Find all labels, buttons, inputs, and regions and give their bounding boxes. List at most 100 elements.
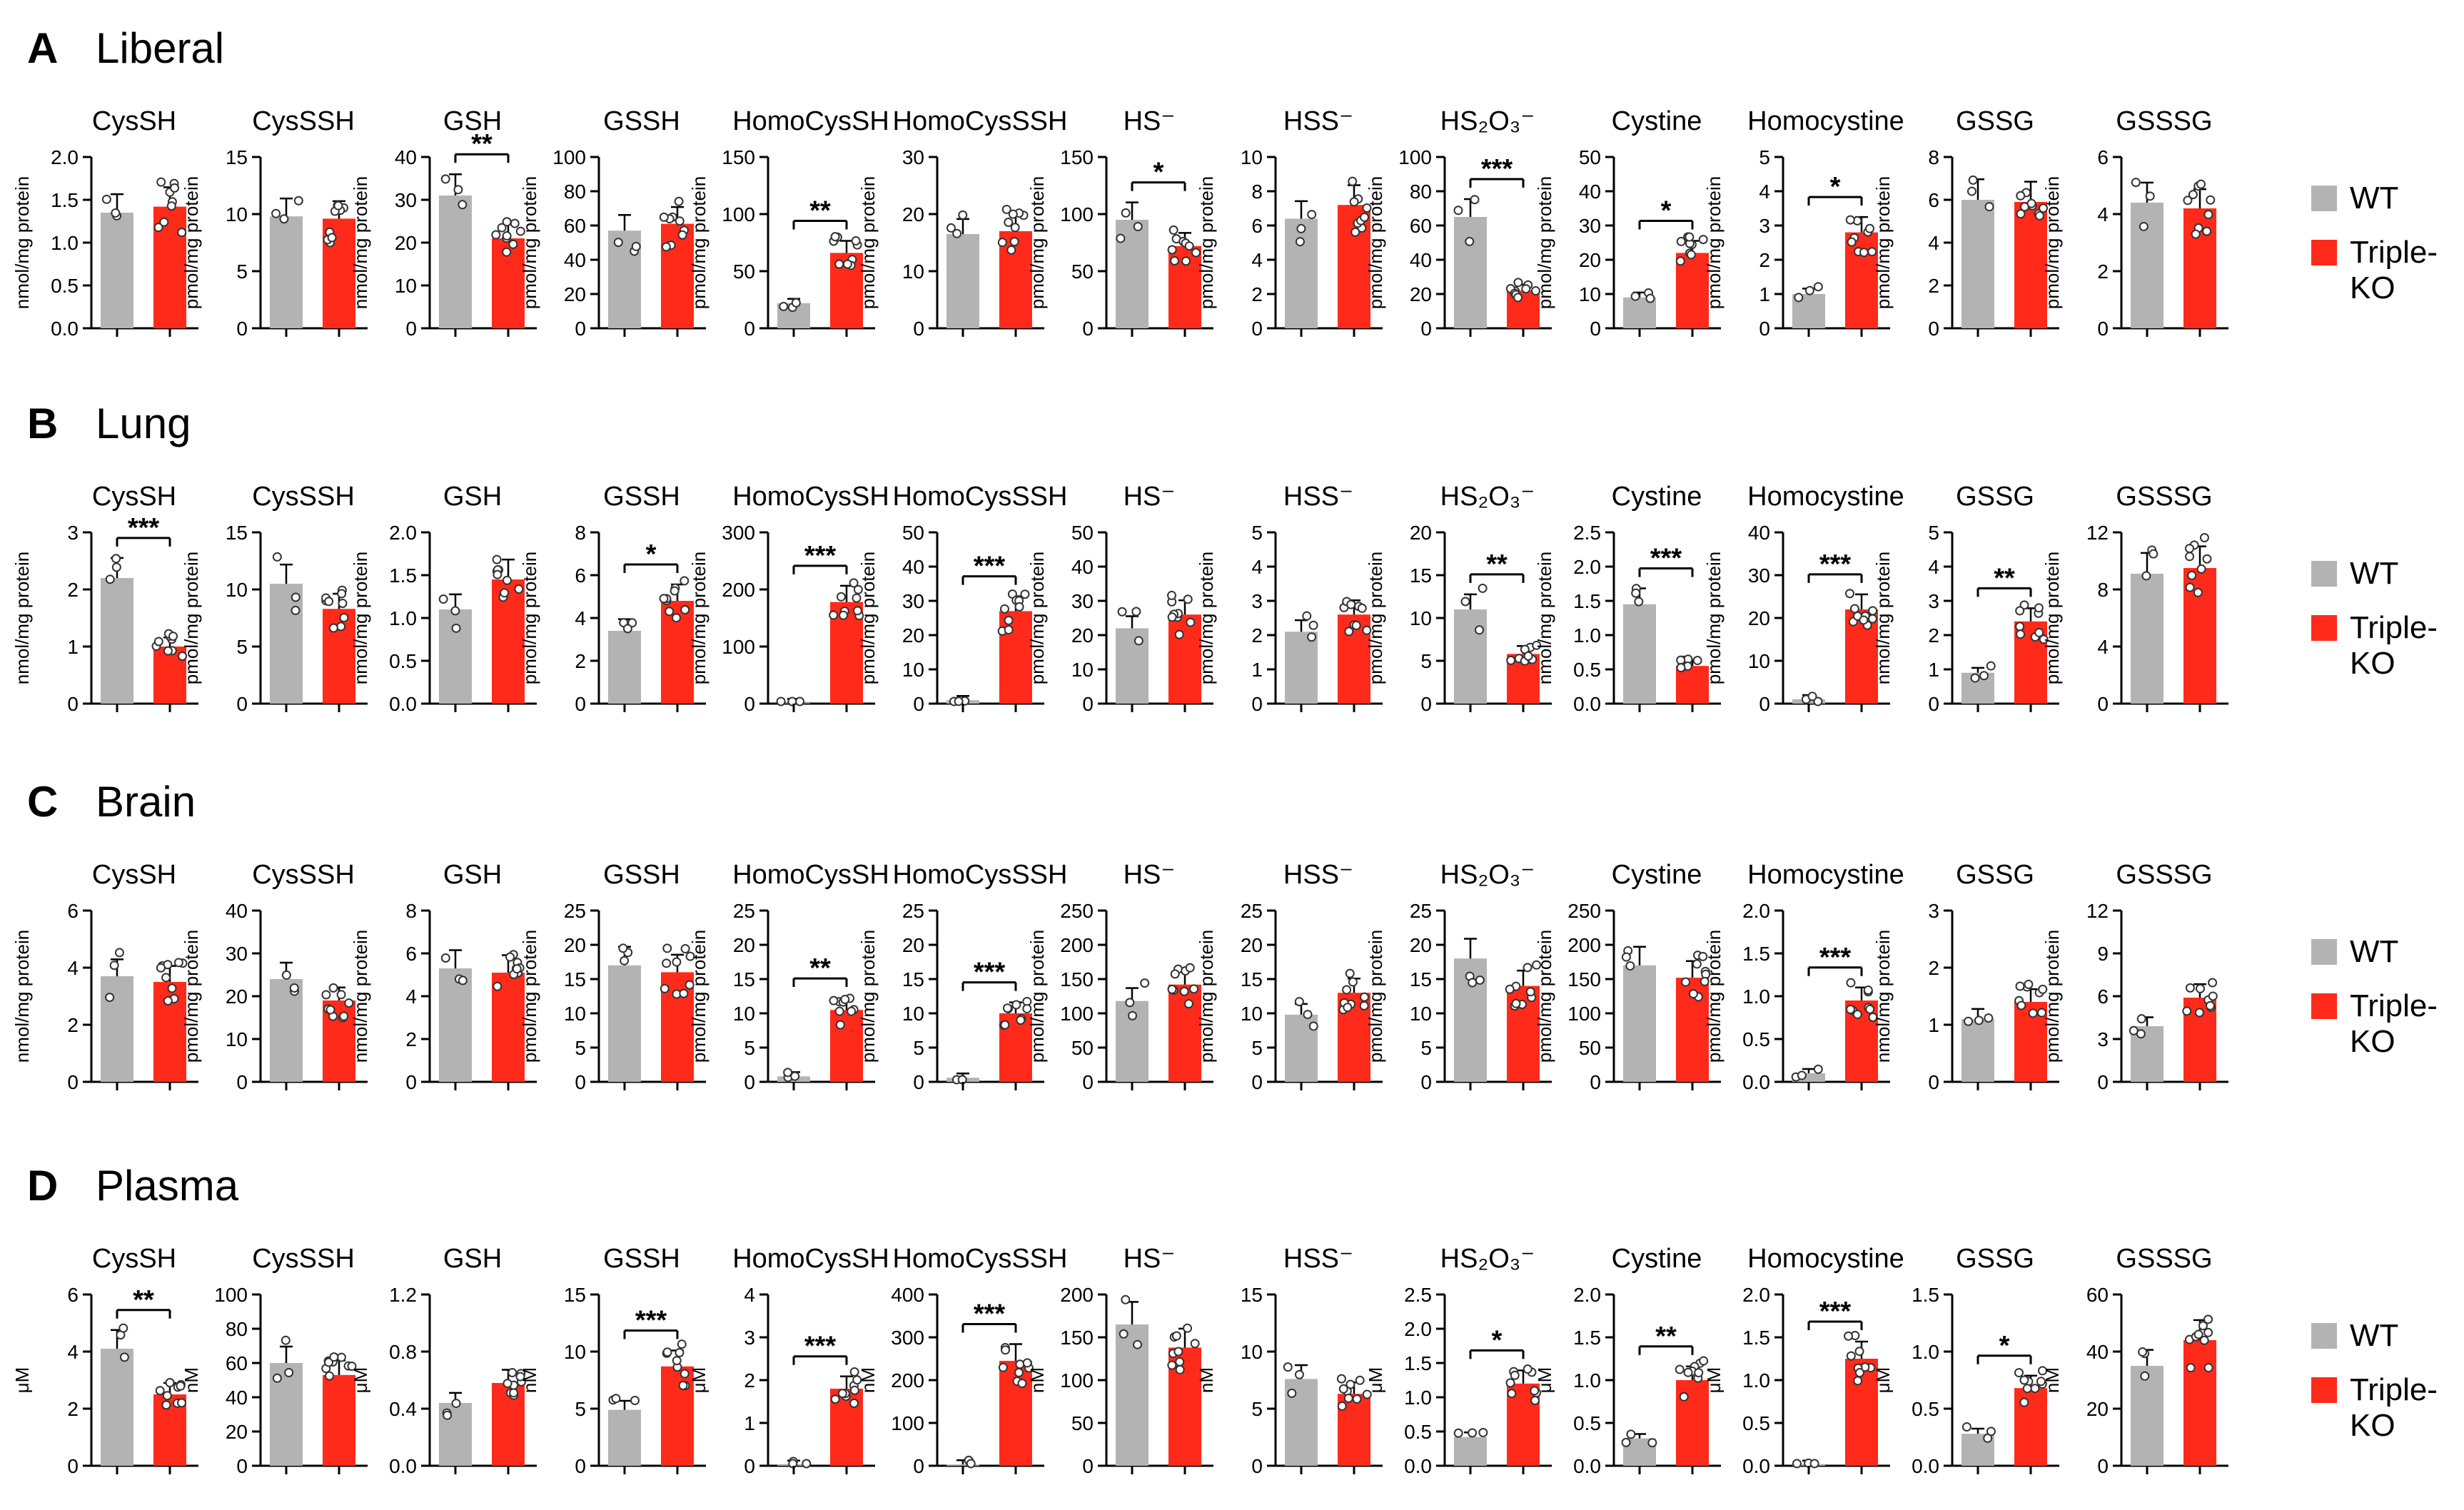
chart-title: HS⁻: [1124, 106, 1176, 136]
data-point: [1505, 984, 1515, 994]
y-tick-label: 6: [405, 943, 417, 965]
chart-HomoCysSSH: HomoCysSSH 0 100 200 300 400 nM ***: [857, 1244, 1067, 1477]
y-tick-label: 5: [236, 260, 248, 283]
data-point: [1294, 1369, 1304, 1379]
y-tick-label: 4: [2097, 636, 2109, 658]
y-axis-label: pmol/mg protein: [1196, 176, 1217, 309]
y-tick-label: 25: [564, 900, 586, 922]
data-point: [324, 1357, 334, 1367]
y-tick-label: 20: [1410, 522, 1432, 544]
y-tick-label: 0.5: [51, 275, 79, 297]
y-tick-label: 0: [1759, 318, 1770, 340]
data-point: [111, 562, 121, 572]
data-point: [336, 622, 346, 632]
y-axis-label: μM: [1534, 1367, 1555, 1394]
y-tick-label: 60: [564, 215, 586, 237]
bar-triple-ko: [999, 611, 1032, 704]
data-point: [1470, 195, 1480, 205]
data-point: [1000, 1020, 1010, 1030]
sig-label: **: [809, 196, 831, 226]
bar-wt: [946, 234, 979, 328]
y-tick-label: 40: [395, 146, 417, 168]
legend-swatch-wt: [2311, 561, 2337, 587]
data-point: [2016, 191, 2026, 201]
data-point: [1792, 1459, 1802, 1469]
y-axis-label: pmol/mg protein: [1703, 176, 1725, 309]
y-axis-label: pmol/mg protein: [857, 176, 879, 309]
chart-title: HomoCysSSH: [893, 860, 1068, 890]
data-point: [1675, 1364, 1685, 1374]
bar-triple-ko: [830, 1010, 863, 1082]
y-tick-label: 0: [744, 693, 755, 715]
data-point: [1986, 1427, 1996, 1436]
data-point: [1692, 959, 1702, 969]
sig-label: **: [1486, 549, 1508, 579]
y-tick-label: 40: [1071, 556, 1094, 578]
data-point: [1343, 1003, 1353, 1013]
data-point: [1359, 992, 1369, 1002]
data-point: [2187, 570, 2197, 580]
data-point: [1016, 1015, 1026, 1025]
y-tick-label: 40: [1748, 522, 1770, 544]
data-point: [500, 588, 510, 598]
panel-letter: A: [27, 24, 58, 72]
chart-title: HS⁻: [1124, 482, 1176, 512]
bar-wt: [270, 216, 303, 328]
data-point: [1015, 1359, 1025, 1369]
y-tick-label: 0.0: [1573, 1455, 1601, 1477]
y-tick-label: 8: [575, 522, 586, 544]
y-tick-label: 2: [744, 1369, 755, 1392]
data-point: [505, 952, 515, 962]
y-tick-label: 60: [226, 1352, 248, 1374]
y-tick-label: 4: [1251, 249, 1263, 271]
y-tick-label: 150: [1567, 968, 1601, 990]
y-tick-label: 200: [722, 579, 755, 601]
data-point: [156, 177, 166, 187]
y-tick-label: 50: [1071, 1037, 1094, 1059]
sig-label: ***: [1819, 549, 1852, 579]
data-point: [1167, 612, 1177, 622]
data-point: [674, 196, 684, 206]
data-point: [2131, 178, 2141, 188]
data-point: [2202, 554, 2212, 564]
y-axis-label: pmol/mg protein: [2041, 930, 2063, 1063]
data-point: [324, 1371, 334, 1381]
data-point: [1174, 629, 1184, 639]
data-point: [284, 1367, 294, 1377]
chart-GSSSG: GSSSG 0 2 4 6 pmol/mg protein: [2041, 106, 2228, 340]
data-point: [1179, 986, 1189, 996]
y-tick-label: 2: [67, 1398, 79, 1420]
chart-title: GSSSG: [2116, 860, 2212, 890]
data-point: [680, 944, 690, 954]
sig-label: ***: [974, 1299, 1006, 1329]
data-point: [631, 241, 641, 251]
data-point: [618, 943, 628, 953]
y-tick-label: 0: [2097, 318, 2109, 340]
legend-label-triple-ko: Triple-: [2350, 988, 2438, 1023]
y-tick-label: 2: [67, 1014, 79, 1036]
data-point: [153, 637, 163, 647]
data-point: [1698, 235, 1708, 245]
y-tick-label: 5: [744, 1037, 755, 1059]
data-point: [1513, 278, 1523, 288]
data-point: [176, 1381, 186, 1391]
data-point: [1167, 590, 1177, 600]
y-axis-label: nM: [1196, 1367, 1217, 1393]
data-point: [493, 981, 503, 991]
data-point: [279, 214, 289, 224]
chart-HS⁻: HS⁻ 0 50 100 150 pmol/mg protein *: [1026, 106, 1213, 340]
y-tick-label: 0.5: [1573, 1412, 1601, 1434]
y-axis-label: nmol/mg protein: [11, 552, 33, 684]
y-tick-label: 4: [405, 985, 417, 1008]
y-tick-label: 5: [236, 636, 248, 658]
y-tick-label: 1.5: [1912, 1284, 1939, 1306]
data-point: [2039, 634, 2049, 644]
data-point: [790, 1071, 800, 1081]
y-tick-label: 1.5: [1573, 590, 1601, 612]
data-point: [491, 230, 501, 240]
y-axis-label: pmol/mg protein: [181, 176, 202, 309]
chart-HSS⁻: HSS⁻ 0 5 10 15 20 25 pmol/mg protein: [1196, 860, 1383, 1093]
bar-wt: [1116, 628, 1148, 704]
y-tick-label: 10: [1071, 659, 1094, 681]
y-tick-label: 20: [902, 624, 924, 647]
